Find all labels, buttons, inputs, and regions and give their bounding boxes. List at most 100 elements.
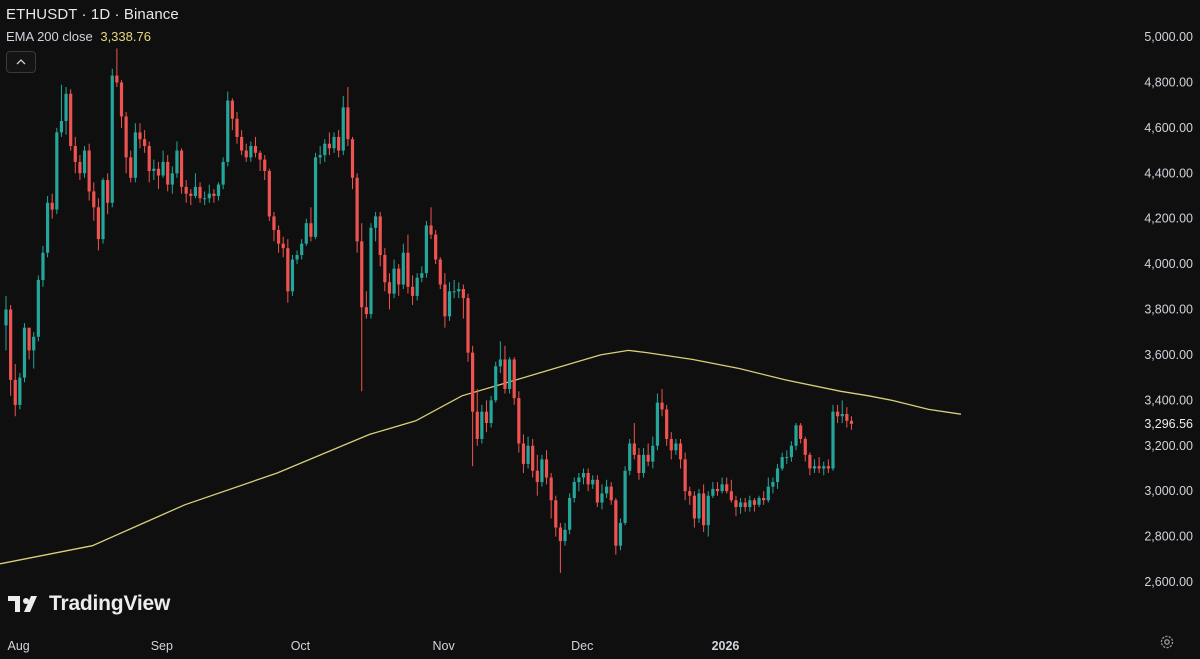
candle[interactable] bbox=[64, 86, 68, 135]
candle[interactable] bbox=[725, 477, 729, 494]
candle[interactable] bbox=[549, 473, 553, 519]
candle[interactable] bbox=[535, 454, 539, 496]
candle[interactable] bbox=[494, 361, 498, 403]
candle[interactable] bbox=[230, 98, 234, 131]
candle[interactable] bbox=[447, 282, 452, 321]
candle[interactable] bbox=[281, 236, 285, 258]
candle[interactable] bbox=[115, 48, 119, 87]
candle[interactable] bbox=[4, 295, 8, 351]
candle[interactable] bbox=[785, 450, 789, 464]
candle[interactable] bbox=[434, 230, 438, 265]
candle[interactable] bbox=[78, 155, 82, 181]
candle[interactable] bbox=[577, 473, 581, 492]
candle[interactable] bbox=[674, 438, 678, 455]
candle[interactable] bbox=[771, 477, 775, 494]
candle[interactable] bbox=[267, 168, 271, 221]
candle[interactable] bbox=[632, 423, 636, 460]
candle[interactable] bbox=[715, 482, 720, 496]
candle[interactable] bbox=[438, 257, 442, 290]
candle[interactable] bbox=[392, 259, 396, 299]
candle[interactable] bbox=[669, 432, 673, 460]
candle[interactable] bbox=[803, 436, 807, 462]
candle[interactable] bbox=[341, 96, 345, 156]
candle[interactable] bbox=[623, 466, 627, 526]
candle[interactable] bbox=[572, 477, 576, 503]
candle[interactable] bbox=[443, 273, 447, 328]
candle[interactable] bbox=[258, 150, 262, 171]
candle[interactable] bbox=[540, 454, 544, 487]
candle[interactable] bbox=[646, 443, 650, 467]
candle[interactable] bbox=[216, 182, 221, 201]
candle[interactable] bbox=[609, 482, 613, 505]
candle[interactable] bbox=[512, 357, 516, 405]
candle[interactable] bbox=[720, 477, 724, 494]
candle[interactable] bbox=[212, 189, 216, 203]
candle[interactable] bbox=[563, 522, 567, 546]
candle[interactable] bbox=[106, 173, 110, 215]
candle[interactable] bbox=[189, 189, 193, 206]
candle[interactable] bbox=[156, 161, 161, 190]
candle[interactable] bbox=[41, 245, 45, 287]
candle[interactable] bbox=[13, 364, 17, 417]
candle[interactable] bbox=[734, 495, 738, 517]
candle[interactable] bbox=[780, 452, 784, 471]
candle[interactable] bbox=[651, 436, 655, 469]
candle[interactable] bbox=[318, 146, 322, 165]
candle[interactable] bbox=[82, 146, 87, 178]
candle[interactable] bbox=[383, 248, 387, 292]
candle[interactable] bbox=[711, 482, 715, 498]
candle[interactable] bbox=[471, 345, 475, 467]
candle[interactable] bbox=[249, 141, 253, 162]
candle[interactable] bbox=[697, 488, 701, 523]
collapse-legend-button[interactable] bbox=[6, 51, 36, 73]
candle[interactable] bbox=[498, 341, 502, 374]
candle[interactable] bbox=[475, 388, 479, 446]
candle-layer[interactable] bbox=[4, 48, 854, 573]
candle[interactable] bbox=[143, 130, 147, 153]
candle[interactable] bbox=[59, 84, 64, 137]
candle[interactable] bbox=[688, 486, 692, 505]
candle[interactable] bbox=[743, 497, 747, 512]
candle[interactable] bbox=[692, 491, 696, 528]
candle[interactable] bbox=[775, 463, 780, 489]
candle[interactable] bbox=[429, 207, 433, 240]
candle[interactable] bbox=[198, 182, 202, 203]
candle[interactable] bbox=[762, 491, 766, 505]
candle[interactable] bbox=[503, 345, 507, 394]
candle[interactable] bbox=[226, 91, 230, 167]
candle[interactable] bbox=[36, 275, 40, 342]
candle[interactable] bbox=[32, 332, 36, 369]
candle[interactable] bbox=[521, 434, 526, 473]
candle[interactable] bbox=[586, 468, 590, 492]
candle[interactable] bbox=[193, 173, 198, 199]
candle[interactable] bbox=[101, 177, 105, 244]
x-axis[interactable]: Aug Sep Oct Nov Dec 2026 bbox=[7, 639, 739, 653]
candle[interactable] bbox=[452, 279, 456, 299]
candle[interactable] bbox=[665, 404, 669, 446]
candle[interactable] bbox=[96, 198, 100, 251]
candle[interactable] bbox=[738, 497, 743, 514]
candle[interactable] bbox=[276, 225, 281, 253]
ema-legend[interactable]: EMA 200 close 3,338.76 bbox=[6, 29, 179, 44]
candle[interactable] bbox=[600, 484, 604, 510]
candle[interactable] bbox=[757, 495, 761, 508]
candle[interactable] bbox=[484, 400, 489, 433]
candle[interactable] bbox=[683, 452, 687, 501]
candle[interactable] bbox=[175, 141, 179, 178]
candle[interactable] bbox=[300, 239, 304, 260]
y-axis[interactable]: 2,600.00 2,800.00 3,000.00 3,200.00 3,400.00… bbox=[1144, 30, 1193, 589]
candle[interactable] bbox=[27, 327, 31, 360]
candle[interactable] bbox=[240, 130, 244, 156]
candle[interactable] bbox=[295, 250, 299, 265]
candle[interactable] bbox=[424, 220, 429, 278]
chart-settings-button[interactable] bbox=[1158, 633, 1176, 651]
candle[interactable] bbox=[595, 475, 599, 508]
candle[interactable] bbox=[480, 404, 484, 444]
candle[interactable] bbox=[397, 264, 401, 296]
candle[interactable] bbox=[461, 284, 465, 319]
candle[interactable] bbox=[337, 130, 341, 158]
candle[interactable] bbox=[92, 182, 96, 221]
candle[interactable] bbox=[87, 143, 91, 201]
candle[interactable] bbox=[355, 173, 359, 253]
